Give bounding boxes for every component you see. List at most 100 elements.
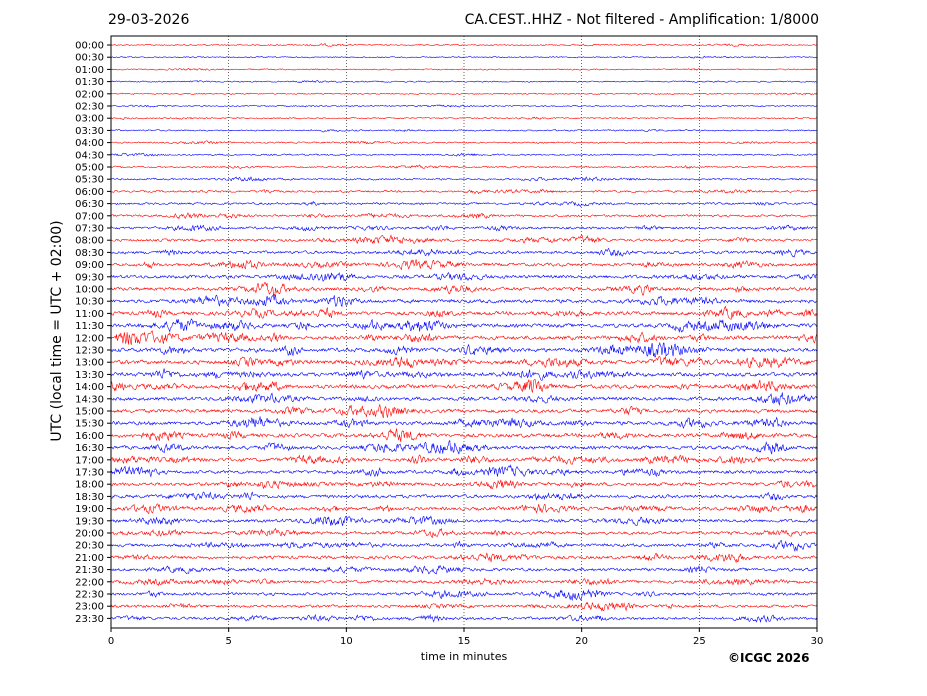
y-tick-label: 11:00	[75, 309, 104, 320]
seismic-traces	[110, 43, 817, 624]
trace-row-1200	[110, 330, 817, 345]
trace-row-1700	[110, 454, 817, 465]
y-tick-label: 08:30	[75, 248, 104, 259]
y-tick-label: 17:30	[75, 468, 104, 479]
y-tick-label: 19:00	[75, 504, 104, 515]
y-tick-label: 06:30	[75, 199, 104, 210]
y-tick-label: 02:00	[75, 89, 104, 100]
y-tick-label: 07:30	[75, 224, 104, 235]
trace-row-1000	[110, 281, 817, 298]
x-tick-label: 15	[458, 636, 471, 647]
x-tick-label: 5	[225, 636, 231, 647]
grid-lines	[228, 36, 700, 628]
trace-row-1430	[110, 392, 817, 406]
y-tick-label: 06:00	[75, 187, 104, 198]
y-tick-label: 01:30	[75, 77, 104, 88]
trace-row-0400	[110, 140, 817, 145]
trace-row-1930	[110, 515, 817, 526]
y-tick-label: 20:30	[75, 541, 104, 552]
trace-row-0730	[110, 224, 817, 232]
date-label: 29-03-2026	[108, 12, 190, 28]
y-tick-label: 03:30	[75, 126, 104, 137]
y-tick-label: 01:00	[75, 65, 104, 76]
y-tick-label: 18:30	[75, 492, 104, 503]
trace-row-1130	[110, 318, 817, 334]
y-tick-label: 17:00	[75, 455, 104, 466]
trace-row-0200	[110, 92, 817, 96]
trace-row-1530	[110, 416, 817, 429]
y-tick-label: 04:30	[75, 150, 104, 161]
trace-row-0700	[110, 212, 817, 220]
y-tick-label: 22:00	[75, 577, 104, 588]
y-tick-label: 09:00	[75, 260, 104, 271]
y-tick-label: 19:30	[75, 516, 104, 527]
y-axis-label: UTC (local time = UTC + 02:00)	[49, 220, 65, 442]
y-tick-label: 21:30	[75, 565, 104, 576]
trace-row-0600	[110, 188, 817, 195]
trace-row-0800	[110, 234, 817, 245]
trace-row-1230	[110, 341, 817, 358]
trace-row-2200	[110, 577, 817, 586]
y-tick-label: 12:30	[75, 346, 104, 357]
trace-row-0930	[110, 272, 817, 282]
y-tick-label: 23:30	[75, 614, 104, 625]
y-tick-label: 15:30	[75, 419, 104, 430]
y-tick-label: 11:30	[75, 321, 104, 332]
y-tick-label: 20:00	[75, 529, 104, 540]
y-tick-label: 14:00	[75, 382, 104, 393]
trace-row-1300	[110, 355, 817, 369]
trace-row-0330	[110, 129, 817, 133]
y-tick-label: 00:30	[75, 53, 104, 64]
trace-row-1030	[110, 293, 817, 307]
y-tick-label: 10:00	[75, 285, 104, 296]
y-tick-label: 15:00	[75, 407, 104, 418]
y-tick-label: 03:00	[75, 114, 104, 125]
trace-row-2100	[110, 552, 817, 564]
trace-row-0630	[110, 200, 817, 207]
trace-row-0000	[110, 43, 817, 47]
trace-row-0500	[110, 164, 817, 169]
trace-row-1900	[110, 503, 817, 515]
trace-row-1730	[110, 464, 817, 478]
x-tick-label: 20	[575, 636, 588, 647]
copyright-notice: ©ICGC 2026	[728, 651, 810, 665]
y-tick-label: 00:00	[75, 41, 104, 52]
y-tick-label: 14:30	[75, 394, 104, 405]
trace-row-1100	[110, 305, 817, 320]
chart-title: CA.CEST..HHZ - Not filtered - Amplificat…	[464, 12, 819, 28]
trace-row-2030	[110, 540, 817, 552]
trace-row-1330	[110, 368, 817, 381]
trace-row-1600	[110, 428, 817, 443]
y-tick-label: 09:30	[75, 272, 104, 283]
trace-row-0830	[110, 247, 817, 258]
y-tick-label: 23:00	[75, 602, 104, 613]
y-tick-label: 22:30	[75, 590, 104, 601]
trace-row-2230	[110, 588, 817, 601]
x-tick-label: 0	[108, 636, 114, 647]
y-tick-label: 13:00	[75, 358, 104, 369]
y-tick-label: 13:30	[75, 370, 104, 381]
x-tick-label: 30	[811, 636, 824, 647]
trace-row-0230	[110, 104, 817, 108]
y-tick-label: 18:00	[75, 480, 104, 491]
plot-frame	[110, 35, 818, 629]
trace-row-1830	[110, 491, 817, 501]
trace-row-1630	[110, 440, 817, 455]
trace-row-2300	[110, 601, 817, 612]
trace-row-0100	[110, 67, 817, 71]
y-tick-label: 21:00	[75, 553, 104, 564]
y-tick-label: 12:00	[75, 333, 104, 344]
trace-row-1400	[110, 379, 817, 393]
trace-row-2000	[110, 527, 817, 539]
y-tick-label: 05:00	[75, 163, 104, 174]
trace-row-0900	[110, 259, 817, 271]
trace-row-0030	[110, 55, 817, 59]
x-axis-label: time in minutes	[420, 650, 508, 663]
y-tick-label: 08:00	[75, 236, 104, 247]
x-tick-label: 10	[340, 636, 353, 647]
trace-row-2130	[110, 565, 817, 575]
x-tick-label: 25	[693, 636, 706, 647]
y-tick-label: 16:00	[75, 431, 104, 442]
trace-row-0430	[110, 152, 817, 157]
